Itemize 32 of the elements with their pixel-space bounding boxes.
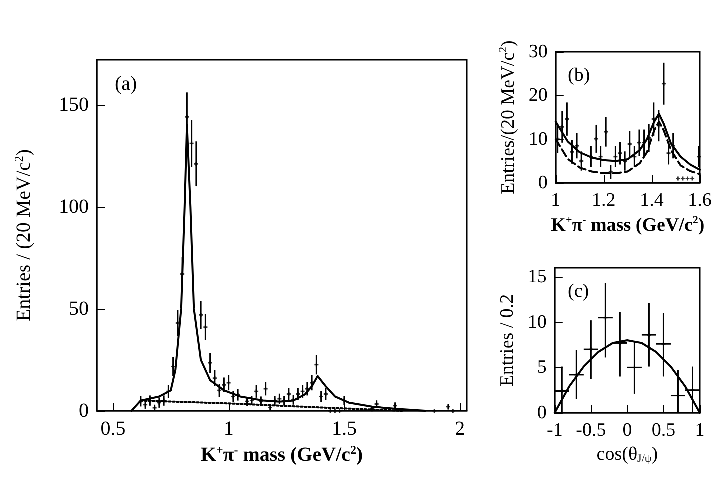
x-axis-title: cos(θJ/ψ)	[596, 444, 658, 465]
x-tick-label: -0.5	[576, 420, 606, 441]
y-tick-label: 10	[528, 128, 548, 150]
x-tick-label: 1.4	[640, 190, 664, 212]
x-tick-label: 1	[224, 418, 234, 440]
y-tick-label: 150	[59, 94, 89, 116]
y-tick-label: 0	[79, 400, 89, 422]
x-tick-label: 2	[455, 418, 466, 440]
y-tick-label: 100	[59, 196, 89, 218]
x-tick-label: 1	[551, 190, 561, 212]
y-tick-label: 30	[528, 42, 548, 62]
x-tick-label: 0.5	[100, 418, 126, 440]
y-axis-title: Entries/(20 MeV/c2)	[498, 40, 519, 194]
annotation: (b)	[568, 65, 590, 86]
y-axis-title: Entries / 0.2	[497, 294, 518, 387]
y-tick-label: 0	[537, 402, 547, 424]
y-tick-label: 15	[528, 266, 547, 288]
x-tick-label: 1.6	[688, 190, 712, 212]
x-tick-label: 0.5	[652, 420, 676, 441]
y-tick-label: 10	[528, 312, 547, 333]
y-tick-label: 50	[69, 298, 89, 320]
x-tick-label: -1	[546, 420, 563, 441]
y-tick-label: 20	[528, 85, 548, 106]
x-tick-label: 1.2	[592, 190, 616, 212]
annotation: (a)	[115, 73, 138, 95]
y-tick-label: 0	[538, 172, 548, 194]
x-tick-label: 1	[695, 420, 705, 441]
x-tick-label: 0	[622, 420, 632, 441]
x-tick-label: 1.5	[332, 418, 357, 440]
annotation: (c)	[568, 281, 590, 302]
y-axis-title: Entries / (20 MeV/c2)	[12, 149, 35, 322]
y-tick-label: 5	[537, 357, 547, 378]
